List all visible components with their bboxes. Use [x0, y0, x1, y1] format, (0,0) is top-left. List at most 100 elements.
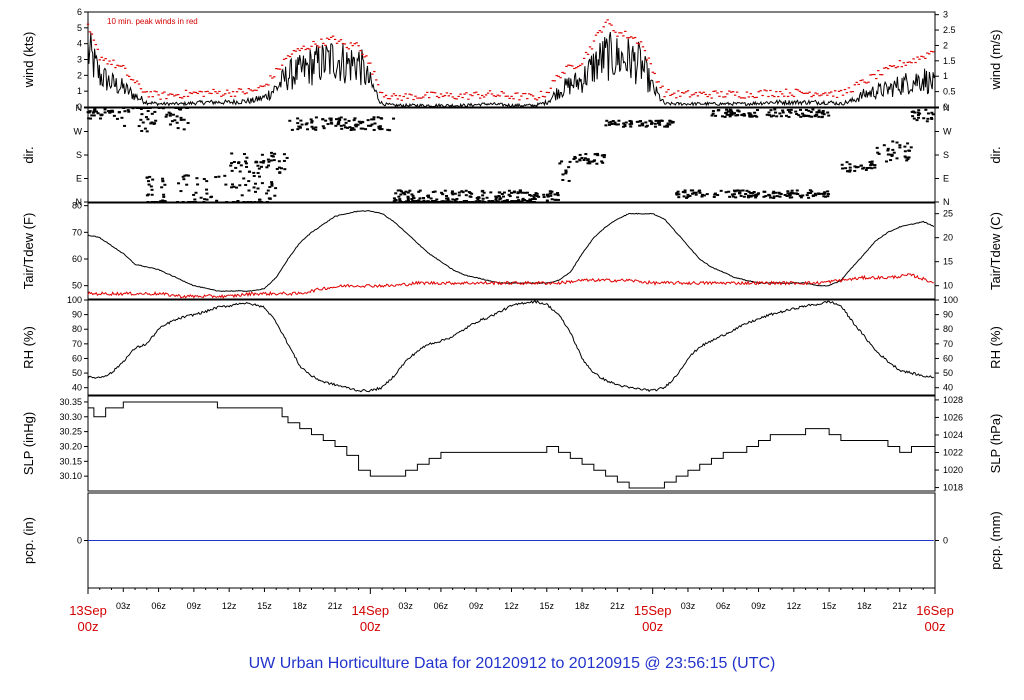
direction-point	[386, 128, 390, 131]
peak-wind-mark	[184, 89, 188, 91]
direction-point	[418, 197, 422, 200]
direction-point	[756, 193, 760, 196]
peak-wind-mark	[329, 36, 333, 39]
direction-point	[181, 201, 185, 203]
direction-point	[182, 178, 186, 181]
direction-point	[453, 192, 457, 195]
direction-point	[265, 192, 269, 195]
peak-wind-mark	[598, 30, 602, 32]
direction-point	[232, 160, 236, 163]
peak-wind-mark	[602, 26, 605, 28]
peak-wind-mark	[475, 91, 478, 93]
peak-wind-mark	[441, 95, 445, 97]
peak-wind-mark	[269, 75, 272, 77]
peak-wind-mark	[755, 96, 758, 98]
peak-wind-mark	[684, 91, 688, 93]
direction-point	[582, 158, 586, 161]
direction-point	[306, 128, 310, 131]
direction-point	[244, 183, 248, 186]
direction-point	[826, 195, 830, 198]
peak-wind-mark	[765, 90, 768, 92]
direction-point	[806, 191, 810, 194]
direction-point	[234, 166, 238, 169]
direction-point	[523, 191, 527, 194]
direction-point	[873, 164, 877, 167]
peak-wind-mark	[424, 94, 427, 96]
direction-point	[686, 195, 690, 198]
direction-point	[762, 190, 766, 193]
peak-wind-mark	[282, 58, 286, 60]
peak-wind-mark	[867, 81, 870, 83]
direction-point	[357, 120, 361, 123]
direction-point	[617, 119, 621, 122]
direction-point	[739, 194, 743, 197]
peak-wind-mark	[433, 92, 437, 94]
direction-point	[743, 114, 747, 117]
right-tick-label: 1026	[943, 412, 963, 422]
peak-wind-mark	[247, 88, 251, 90]
direction-point	[268, 186, 272, 189]
peak-wind-mark	[835, 96, 839, 99]
peak-wind-mark	[198, 90, 201, 92]
direction-point	[817, 193, 821, 196]
direction-point	[261, 161, 265, 164]
direction-point	[378, 125, 382, 128]
peak-wind-mark	[794, 88, 798, 90]
peak-wind-mark	[369, 62, 372, 64]
direction-point	[861, 167, 865, 170]
direction-point	[873, 166, 877, 169]
direction-point	[730, 193, 734, 196]
left-tick-label: 60	[72, 353, 82, 363]
direction-point	[804, 108, 808, 111]
direction-point	[120, 116, 124, 119]
direction-point	[339, 116, 343, 119]
peak-wind-mark	[584, 51, 588, 54]
direction-point	[350, 127, 354, 130]
peak-wind-mark	[688, 96, 692, 98]
direction-point	[406, 195, 410, 198]
peak-wind-mark	[429, 91, 433, 93]
direction-point	[898, 144, 902, 147]
peak-wind-mark	[563, 72, 566, 74]
direction-point	[165, 113, 169, 116]
direction-point	[451, 198, 455, 201]
direction-point	[144, 116, 148, 119]
direction-point	[455, 200, 459, 203]
direction-point	[481, 200, 485, 203]
direction-point	[603, 154, 607, 157]
panel-rh: 40 50 60 70 80 90 100 40 50 60 70 80 90 100 RH (%) RH (…	[21, 295, 1003, 396]
direction-point	[714, 114, 718, 117]
peak-wind-mark	[551, 80, 554, 82]
peak-wind-mark	[290, 53, 294, 55]
peak-wind-mark	[763, 89, 766, 91]
peak-wind-mark	[559, 77, 562, 79]
direction-point	[252, 171, 256, 174]
peak-wind-mark	[388, 98, 392, 100]
y-axis-label-left: wind (kts)	[21, 32, 36, 89]
panel-pcp: 0 0 pcp. (in) pcp. (mm)	[21, 492, 1003, 589]
peak-wind-mark	[86, 23, 90, 25]
direction-point	[145, 194, 149, 197]
peak-wind-mark	[375, 79, 378, 81]
direction-point	[535, 192, 539, 195]
direction-point	[682, 195, 686, 198]
direction-point	[247, 189, 251, 192]
direction-point	[762, 195, 766, 198]
direction-point	[903, 155, 907, 158]
direction-point	[677, 196, 681, 199]
direction-point	[393, 198, 397, 201]
peak-wind-mark	[828, 92, 831, 94]
direction-point	[326, 123, 330, 126]
direction-point	[749, 114, 753, 117]
direction-point	[769, 196, 773, 199]
direction-point	[550, 190, 554, 193]
direction-point	[694, 191, 698, 194]
direction-point	[601, 161, 605, 164]
peak-wind-mark	[200, 91, 203, 93]
peak-wind-mark	[380, 92, 384, 94]
direction-point	[258, 198, 262, 201]
direction-point	[480, 190, 484, 193]
peak-wind-mark	[345, 46, 349, 49]
direction-point	[312, 127, 316, 130]
peak-wind-mark	[471, 95, 474, 97]
